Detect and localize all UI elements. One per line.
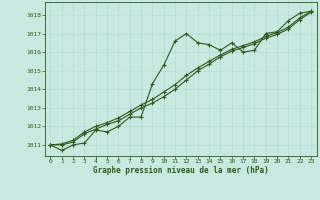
X-axis label: Graphe pression niveau de la mer (hPa): Graphe pression niveau de la mer (hPa)	[93, 166, 269, 175]
